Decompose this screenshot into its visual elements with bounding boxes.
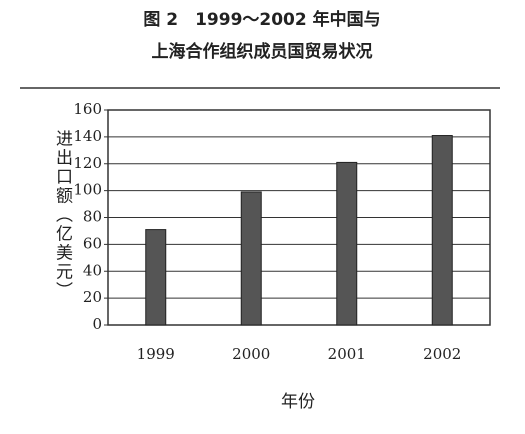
- bar: [431, 135, 453, 326]
- x-tick-label: 2000: [232, 345, 270, 363]
- x-tick-label: 2001: [328, 345, 366, 363]
- x-axis-label: 年份: [281, 392, 315, 412]
- plot-frame: [107, 109, 491, 326]
- bar: [240, 191, 262, 326]
- y-tick-label: 160: [73, 100, 102, 118]
- y-tick-label: 140: [73, 127, 102, 145]
- x-tick-label: 1999: [137, 345, 175, 363]
- y-tick-label: 120: [73, 154, 102, 172]
- y-tick-label: 20: [83, 288, 102, 306]
- y-tick-label: 100: [73, 181, 102, 199]
- bar: [145, 229, 167, 326]
- y-axis-label: 进出口额（亿美元）: [52, 129, 73, 300]
- y-tick-label: 0: [92, 315, 102, 333]
- chart-title: 上海合作组织成员国贸易状况: [152, 41, 373, 62]
- y-tick-label: 40: [83, 261, 102, 279]
- chart-title: 图 2 1999～2002 年中国与: [143, 9, 380, 30]
- bar: [336, 161, 358, 326]
- x-tick-label: 2002: [423, 345, 461, 363]
- y-tick-label: 80: [83, 208, 102, 226]
- y-tick-label: 60: [83, 234, 102, 252]
